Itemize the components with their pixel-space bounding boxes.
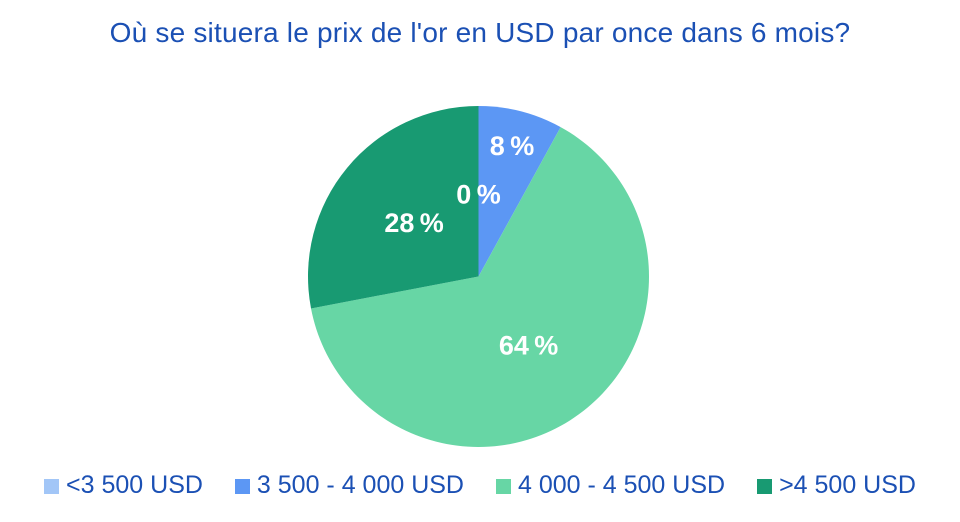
legend-swatch-icon	[44, 479, 60, 494]
pie-slice-1	[478, 106, 561, 277]
legend-swatch-icon	[496, 479, 511, 494]
legend-label: <3 500 USD	[66, 471, 203, 499]
legend: <3 500 USD 3 500 - 4 000 USD 4 000 - 4 500…	[0, 471, 960, 500]
legend-item-0: <3 500 USD	[44, 471, 203, 500]
legend-item-3: >4 500 USD	[757, 471, 916, 500]
legend-item-1: 3 500 - 4 000 USD	[234, 471, 464, 500]
legend-label: >4 500 USD	[779, 471, 916, 499]
chart-title: Où se situera le prix de l'or en USD par…	[109, 17, 851, 48]
legend-swatch-icon	[757, 479, 773, 494]
pie-slice-label: 8 %	[490, 131, 534, 161]
pie-slice-3	[307, 106, 479, 309]
pie-slice-label: 0 %	[456, 180, 500, 210]
pie-slice-label: 28 %	[384, 208, 443, 238]
pie-slice-label: 64 %	[499, 331, 558, 361]
legend-label: 4 000 - 4 500 USD	[518, 471, 726, 499]
legend-label: 3 500 - 4 000 USD	[256, 471, 464, 499]
legend-swatch-icon	[234, 479, 250, 494]
legend-item-2: 4 000 - 4 500 USD	[496, 471, 725, 500]
pie-slice-2	[311, 127, 649, 447]
